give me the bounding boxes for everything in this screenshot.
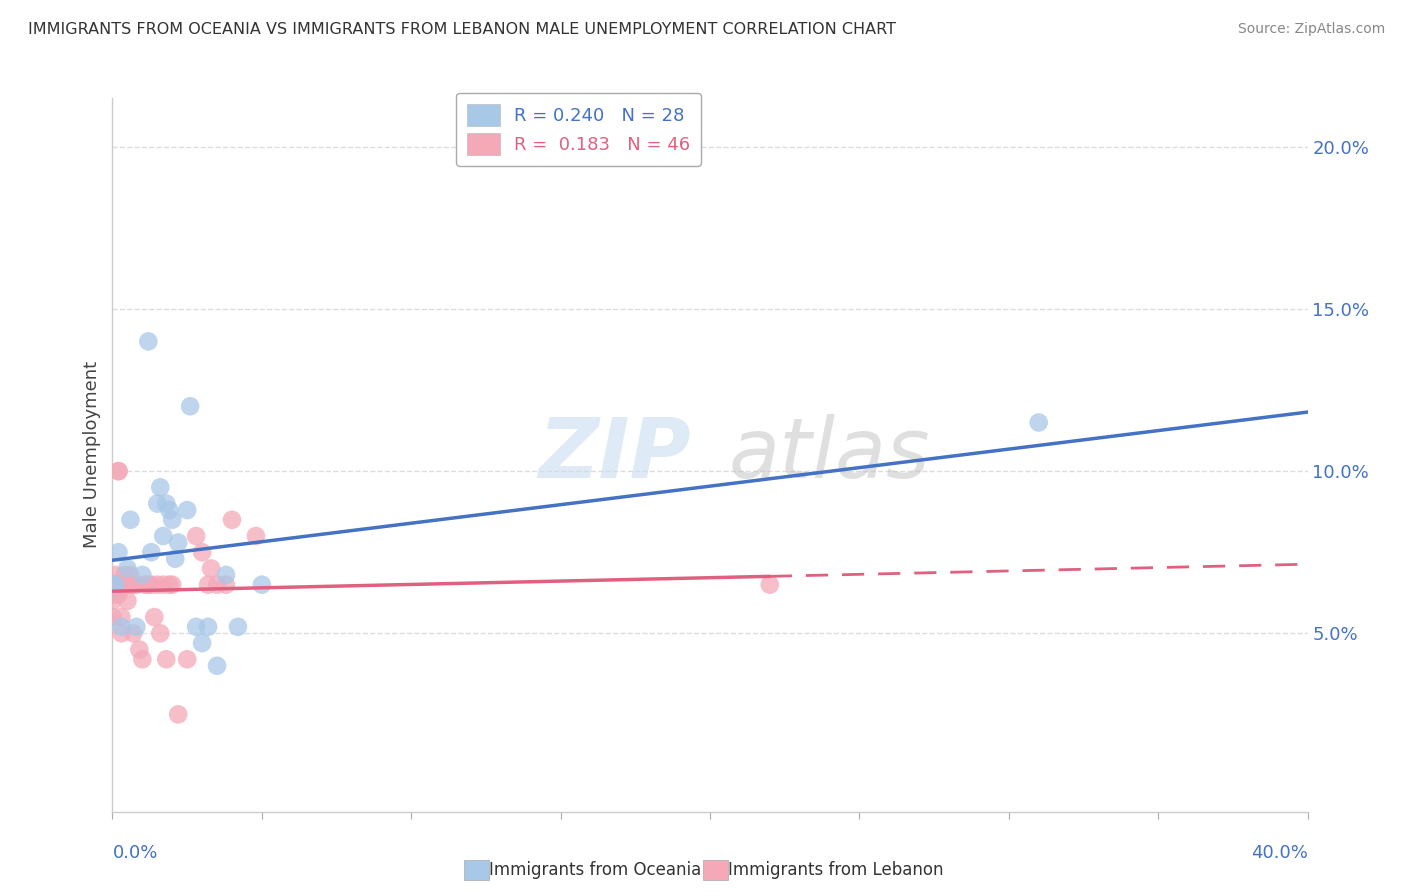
Point <box>120 577 142 591</box>
Point <box>104 577 127 591</box>
Point <box>191 545 214 559</box>
Point <box>162 513 183 527</box>
Point <box>152 577 174 591</box>
Point <box>221 513 243 527</box>
Point <box>179 399 201 413</box>
Point <box>120 513 142 527</box>
Point <box>114 577 135 591</box>
Point <box>104 577 127 591</box>
Point <box>191 636 214 650</box>
Point <box>134 577 156 591</box>
Point <box>114 568 135 582</box>
Point <box>759 577 782 591</box>
Point <box>165 551 187 566</box>
Point <box>186 620 208 634</box>
Point <box>101 594 124 608</box>
Point <box>101 577 124 591</box>
Bar <box>703 860 728 880</box>
Point <box>107 577 129 591</box>
Point <box>128 642 150 657</box>
Y-axis label: Male Unemployment: Male Unemployment <box>83 361 101 549</box>
Text: IMMIGRANTS FROM OCEANIA VS IMMIGRANTS FROM LEBANON MALE UNEMPLOYMENT CORRELATION: IMMIGRANTS FROM OCEANIA VS IMMIGRANTS FR… <box>28 22 896 37</box>
Point <box>186 529 208 543</box>
Point <box>107 464 129 478</box>
Text: Immigrants from Lebanon: Immigrants from Lebanon <box>728 861 943 879</box>
Point <box>110 620 132 634</box>
Text: atlas: atlas <box>728 415 931 495</box>
Point <box>205 658 228 673</box>
Point <box>107 587 129 601</box>
Point <box>141 545 163 559</box>
Point <box>157 503 180 517</box>
Point <box>122 626 145 640</box>
Point <box>138 334 160 349</box>
Point <box>155 497 177 511</box>
Point <box>117 577 139 591</box>
Point <box>157 577 180 591</box>
Point <box>122 577 145 591</box>
Point <box>197 620 219 634</box>
Legend: R = 0.240   N = 28, R =  0.183   N = 46: R = 0.240 N = 28, R = 0.183 N = 46 <box>456 93 702 166</box>
Point <box>101 577 124 591</box>
Point <box>138 577 160 591</box>
Text: ZIP: ZIP <box>538 415 690 495</box>
Point <box>167 535 190 549</box>
Text: 0.0%: 0.0% <box>112 844 157 863</box>
Point <box>110 610 132 624</box>
Text: 40.0%: 40.0% <box>1251 844 1308 863</box>
Point <box>104 568 127 582</box>
Point <box>141 577 163 591</box>
Point <box>149 480 172 494</box>
Point <box>1028 416 1050 430</box>
Point <box>215 577 238 591</box>
Point <box>215 568 238 582</box>
Point <box>197 577 219 591</box>
Point <box>101 610 124 624</box>
Bar <box>464 860 489 880</box>
Point <box>155 652 177 666</box>
Point <box>162 577 183 591</box>
Point <box>146 497 169 511</box>
Point <box>110 577 132 591</box>
Point <box>104 587 127 601</box>
Point <box>125 577 148 591</box>
Point <box>117 561 139 575</box>
Point <box>200 561 222 575</box>
Point <box>110 626 132 640</box>
Point <box>120 568 142 582</box>
Point <box>167 707 190 722</box>
Text: Source: ZipAtlas.com: Source: ZipAtlas.com <box>1237 22 1385 37</box>
Point <box>131 652 153 666</box>
Point <box>250 577 273 591</box>
Point <box>205 577 228 591</box>
Point <box>101 577 124 591</box>
Point <box>245 529 267 543</box>
Point <box>146 577 169 591</box>
Point <box>131 568 153 582</box>
Point <box>176 503 198 517</box>
Point <box>117 594 139 608</box>
Point <box>107 545 129 559</box>
Point <box>176 652 198 666</box>
Point <box>149 626 172 640</box>
Point <box>226 620 249 634</box>
Point <box>152 529 174 543</box>
Text: Immigrants from Oceania: Immigrants from Oceania <box>489 861 702 879</box>
Point <box>125 620 148 634</box>
Point <box>107 464 129 478</box>
Point <box>143 610 166 624</box>
